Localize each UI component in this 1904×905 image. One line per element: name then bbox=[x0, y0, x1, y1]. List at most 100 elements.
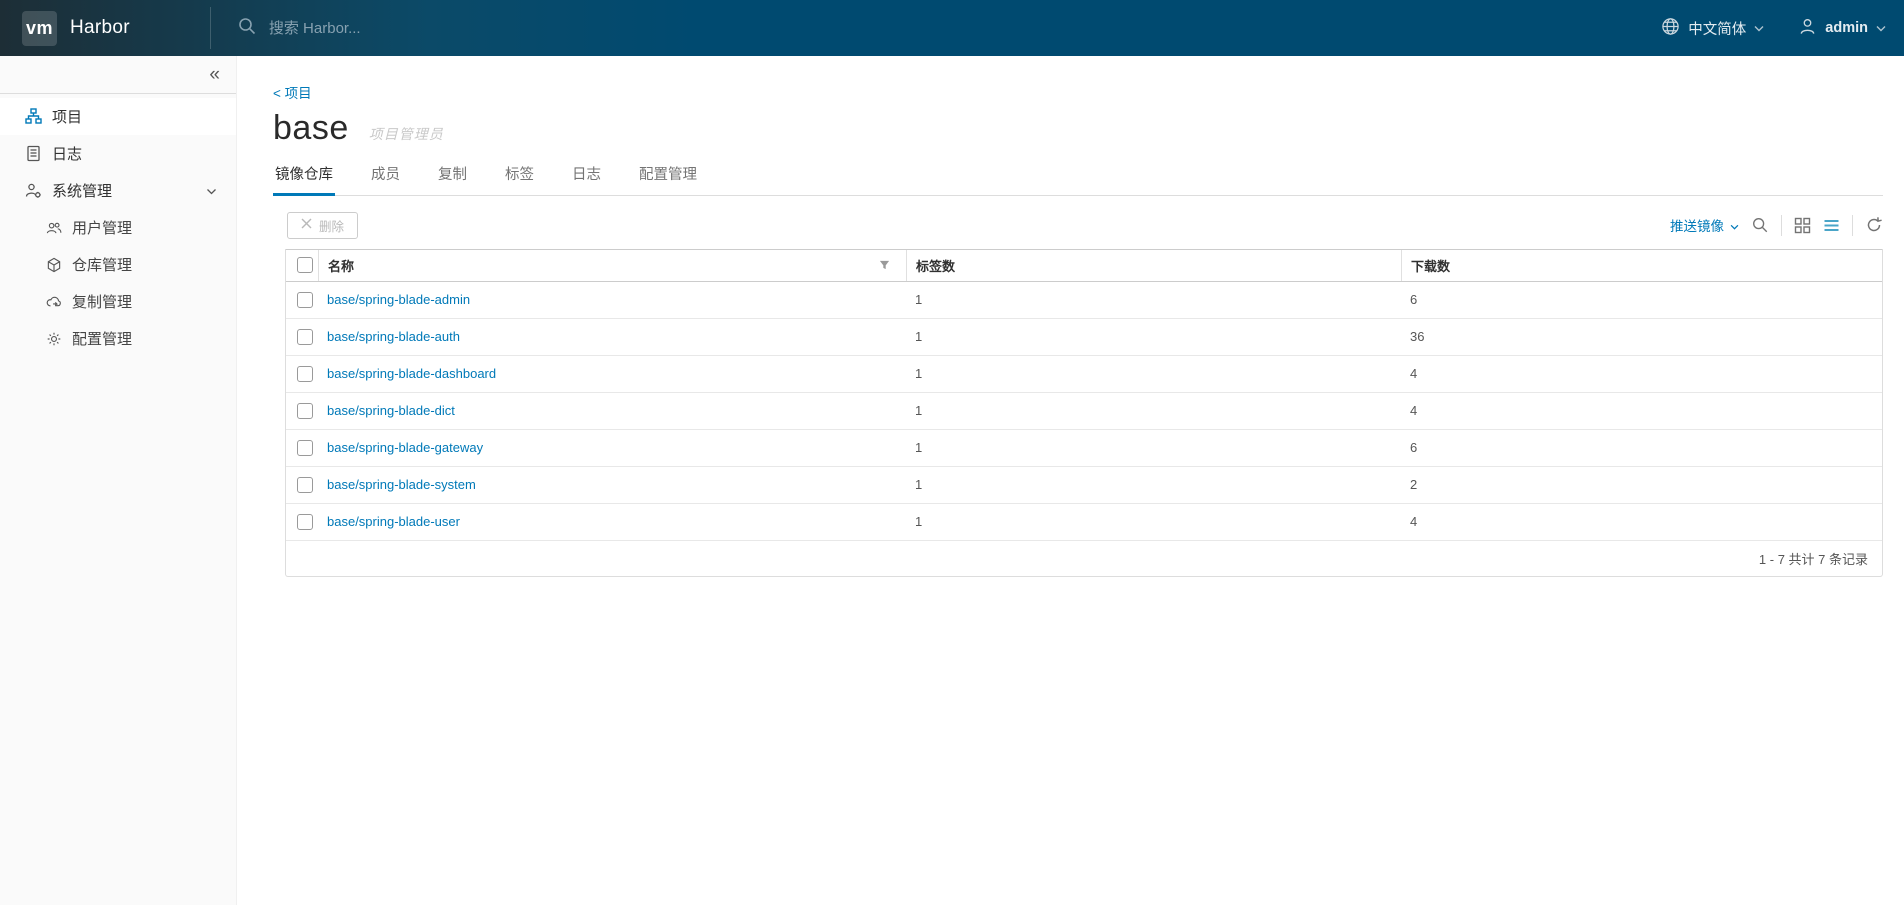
projects-icon bbox=[25, 108, 42, 125]
repo-link[interactable]: base/spring-blade-dashboard bbox=[327, 366, 497, 382]
globe-icon bbox=[1661, 17, 1680, 40]
column-header-pulls[interactable]: 下载数 bbox=[1401, 249, 1882, 281]
pulls-count: 6 bbox=[1410, 292, 1418, 308]
table-body: base/spring-blade-admin 1 6 base/spring-… bbox=[286, 282, 1882, 541]
tags-count: 1 bbox=[915, 329, 923, 345]
sidebar-item-label: 项目 bbox=[52, 109, 83, 126]
sidebar-item-projects[interactable]: 项目 bbox=[0, 98, 236, 135]
column-header-name[interactable]: 名称 bbox=[318, 249, 906, 281]
table-header: 名称 标签数 下载数 bbox=[286, 248, 1882, 282]
repositories-table: 名称 标签数 下载数 base/spring-blade-admin 1 6 b… bbox=[285, 248, 1883, 577]
repo-link[interactable]: base/spring-blade-auth bbox=[327, 329, 460, 345]
caret-down-icon bbox=[1754, 20, 1764, 36]
page-title: base bbox=[273, 109, 349, 147]
app-header: vm Harbor 中文简体 bbox=[0, 0, 1904, 56]
refresh-icon[interactable] bbox=[1865, 216, 1883, 234]
close-icon bbox=[301, 218, 312, 232]
repo-link[interactable]: base/spring-blade-gateway bbox=[327, 440, 484, 456]
filter-icon[interactable] bbox=[879, 260, 890, 271]
chevron-down-icon[interactable] bbox=[206, 182, 217, 199]
tab-members[interactable]: 成员 bbox=[371, 166, 400, 183]
tab-logs[interactable]: 日志 bbox=[572, 166, 601, 183]
logs-icon bbox=[25, 145, 42, 162]
app-brand[interactable]: Harbor bbox=[70, 17, 130, 38]
users-icon bbox=[46, 220, 62, 236]
pagination-summary: 1 - 7 共计 7 条记录 bbox=[1758, 551, 1868, 567]
table-row: base/spring-blade-dashboard 1 4 bbox=[286, 356, 1882, 393]
delete-button[interactable]: 删除 bbox=[287, 211, 359, 239]
row-checkbox[interactable] bbox=[297, 476, 313, 493]
row-checkbox[interactable] bbox=[297, 439, 313, 456]
language-label: 中文简体 bbox=[1688, 21, 1747, 38]
sidebar-item-label: 复制管理 bbox=[72, 294, 133, 311]
sidebar-item-registry-management[interactable]: 仓库管理 bbox=[0, 246, 236, 283]
collapse-sidebar-icon[interactable]: « bbox=[209, 64, 220, 85]
language-switcher[interactable]: 中文简体 bbox=[1661, 17, 1764, 40]
tab-configuration[interactable]: 配置管理 bbox=[639, 166, 697, 183]
tab-repositories[interactable]: 镜像仓库 bbox=[273, 163, 335, 196]
table-row: base/spring-blade-auth 1 36 bbox=[286, 319, 1882, 356]
tab-replication[interactable]: 复制 bbox=[438, 166, 467, 183]
table-row: base/spring-blade-user 1 4 bbox=[286, 504, 1882, 541]
caret-down-icon bbox=[1876, 20, 1886, 36]
table-row: base/spring-blade-gateway 1 6 bbox=[286, 430, 1882, 467]
grid-toolbar: 删除 推送镜像 bbox=[273, 211, 1883, 239]
replication-icon bbox=[46, 294, 62, 310]
pulls-count: 6 bbox=[1410, 440, 1418, 456]
repo-link[interactable]: base/spring-blade-system bbox=[327, 477, 476, 493]
select-all-checkbox[interactable] bbox=[297, 257, 313, 274]
table-row: base/spring-blade-admin 1 6 bbox=[286, 282, 1882, 319]
sidebar-item-user-management[interactable]: 用户管理 bbox=[0, 209, 236, 246]
pulls-count: 4 bbox=[1410, 366, 1418, 382]
sidebar-item-label: 日志 bbox=[52, 146, 83, 163]
search-icon bbox=[237, 16, 257, 41]
registry-icon bbox=[46, 257, 62, 273]
gear-icon bbox=[46, 331, 62, 347]
table-row: base/spring-blade-system 1 2 bbox=[286, 467, 1882, 504]
sidebar-item-administration[interactable]: 系统管理 bbox=[0, 172, 236, 209]
tags-count: 1 bbox=[915, 366, 923, 382]
user-icon bbox=[1798, 17, 1817, 40]
sidebar-item-replication-management[interactable]: 复制管理 bbox=[0, 283, 236, 320]
tags-count: 1 bbox=[915, 477, 923, 493]
repo-link[interactable]: base/spring-blade-dict bbox=[327, 403, 455, 419]
toolbar-divider bbox=[1852, 214, 1853, 236]
sidebar-item-label: 配置管理 bbox=[72, 331, 133, 348]
breadcrumb[interactable]: < 项目 bbox=[273, 86, 312, 101]
sidebar-item-label: 仓库管理 bbox=[72, 257, 133, 274]
pulls-count: 4 bbox=[1410, 403, 1418, 419]
row-checkbox[interactable] bbox=[297, 513, 313, 530]
sidebar-item-label: 用户管理 bbox=[72, 220, 133, 237]
row-checkbox[interactable] bbox=[297, 328, 313, 345]
global-search[interactable] bbox=[237, 16, 1661, 41]
sidebar-item-logs[interactable]: 日志 bbox=[0, 135, 236, 172]
push-image-dropdown[interactable]: 推送镜像 bbox=[1670, 215, 1739, 235]
search-icon[interactable] bbox=[1751, 216, 1769, 234]
repo-link[interactable]: base/spring-blade-admin bbox=[327, 292, 471, 308]
row-checkbox[interactable] bbox=[297, 291, 313, 308]
vmware-logo[interactable]: vm bbox=[22, 10, 57, 46]
user-menu[interactable]: admin bbox=[1798, 17, 1886, 40]
search-input[interactable] bbox=[266, 18, 687, 38]
sidebar-collapse-row: « bbox=[0, 56, 236, 94]
sidebar-item-configuration[interactable]: 配置管理 bbox=[0, 320, 236, 357]
row-checkbox[interactable] bbox=[297, 365, 313, 382]
project-tabs: 镜像仓库 成员 复制 标签 日志 配置管理 bbox=[273, 163, 1883, 196]
pulls-count: 2 bbox=[1410, 477, 1418, 493]
admin-icon bbox=[25, 182, 42, 199]
list-view-icon[interactable] bbox=[1823, 217, 1840, 234]
table-row: base/spring-blade-dict 1 4 bbox=[286, 393, 1882, 430]
tags-count: 1 bbox=[915, 440, 923, 456]
caret-down-icon bbox=[1730, 218, 1739, 233]
card-view-icon[interactable] bbox=[1794, 217, 1811, 234]
tags-count: 1 bbox=[915, 514, 923, 530]
sidebar: « 项目 日志 bbox=[0, 56, 237, 905]
row-checkbox[interactable] bbox=[297, 402, 313, 419]
username-label: admin bbox=[1825, 20, 1868, 36]
pulls-count: 4 bbox=[1410, 514, 1418, 530]
repo-link[interactable]: base/spring-blade-user bbox=[327, 514, 460, 530]
column-header-tags[interactable]: 标签数 bbox=[906, 249, 1401, 281]
header-divider bbox=[209, 7, 211, 49]
toolbar-divider bbox=[1781, 214, 1782, 236]
tab-labels[interactable]: 标签 bbox=[505, 166, 534, 183]
